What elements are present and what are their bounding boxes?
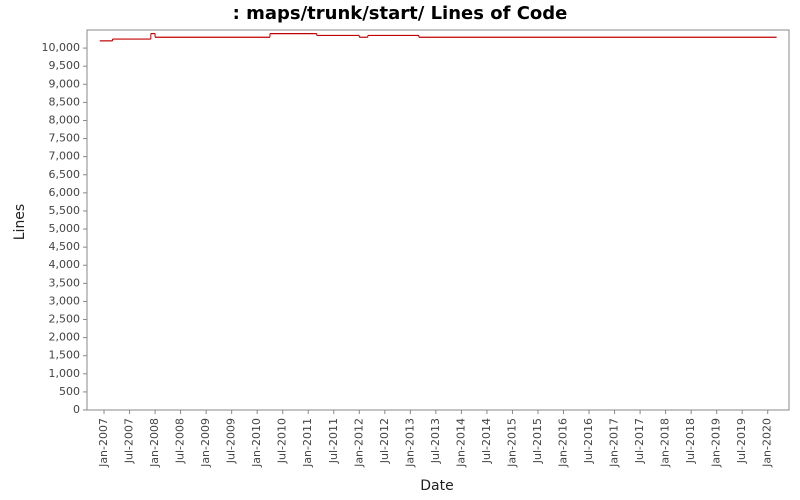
x-tick-label: Jul-2018: [684, 418, 697, 464]
x-tick-label: Jan-2012: [352, 418, 365, 468]
x-tick-label: Jan-2007: [97, 418, 110, 468]
x-tick-label: Jan-2009: [199, 418, 212, 468]
x-tick-label: Jan-2019: [710, 418, 723, 468]
y-tick-label: 2,500: [49, 313, 81, 326]
x-tick-label: Jan-2016: [557, 418, 570, 468]
x-tick-label: Jan-2020: [761, 418, 774, 468]
y-tick-label: 5,000: [49, 222, 81, 235]
y-tick-label: 6,500: [49, 168, 81, 181]
x-tick-label: Jan-2011: [301, 418, 314, 468]
x-tick-label: Jan-2017: [608, 418, 621, 468]
x-tick-label: Jan-2015: [505, 418, 518, 468]
y-tick-label: 500: [59, 385, 80, 398]
x-tick-label: Jan-2008: [148, 418, 161, 468]
y-tick-label: 3,500: [49, 276, 81, 289]
y-tick-label: 4,000: [49, 258, 81, 271]
x-tick-label: Jul-2012: [378, 418, 391, 464]
x-tick-label: Jan-2014: [454, 418, 467, 468]
x-tick-label: Jan-2013: [403, 418, 416, 468]
x-tick-label: Jul-2014: [480, 418, 493, 464]
x-axis-title: Date: [420, 478, 453, 494]
x-tick-label: Jul-2009: [225, 418, 238, 464]
y-tick-label: 9,500: [49, 59, 81, 72]
plot-area: [86, 29, 790, 411]
x-tick-label: Jul-2011: [327, 418, 340, 464]
y-tick-label: 3,000: [49, 294, 81, 307]
y-tick-label: 2,000: [49, 331, 81, 344]
y-tick-label: 1,500: [49, 349, 81, 362]
x-tick-label: Jul-2019: [735, 418, 748, 464]
y-tick-label: 4,500: [49, 240, 81, 253]
y-tick-label: 7,500: [49, 132, 81, 145]
x-tick-label: Jul-2013: [429, 418, 442, 464]
y-tick-label: 10,000: [42, 41, 81, 54]
y-tick-label: 6,000: [49, 186, 81, 199]
x-tick-label: Jul-2017: [633, 418, 646, 464]
chart-title: : maps/trunk/start/ Lines of Code: [233, 3, 568, 24]
x-tick-label: Jul-2008: [174, 418, 187, 464]
y-tick-label: 7,000: [49, 150, 81, 163]
x-tick-label: Jul-2007: [123, 418, 136, 464]
x-tick-label: Jan-2018: [659, 418, 672, 468]
y-tick-label: 9,000: [49, 77, 81, 90]
x-tick-label: Jul-2010: [276, 418, 289, 464]
y-tick-label: 8,500: [49, 95, 81, 108]
y-axis-title: Lines: [12, 204, 28, 240]
y-tick-label: 0: [73, 403, 80, 416]
x-tick-label: Jul-2015: [531, 418, 544, 464]
y-tick-label: 1,000: [49, 367, 81, 380]
y-tick-label: 8,000: [49, 113, 81, 126]
y-tick-label: 5,500: [49, 204, 81, 217]
x-tick-label: Jan-2010: [250, 418, 263, 468]
x-tick-label: Jul-2016: [582, 418, 595, 464]
